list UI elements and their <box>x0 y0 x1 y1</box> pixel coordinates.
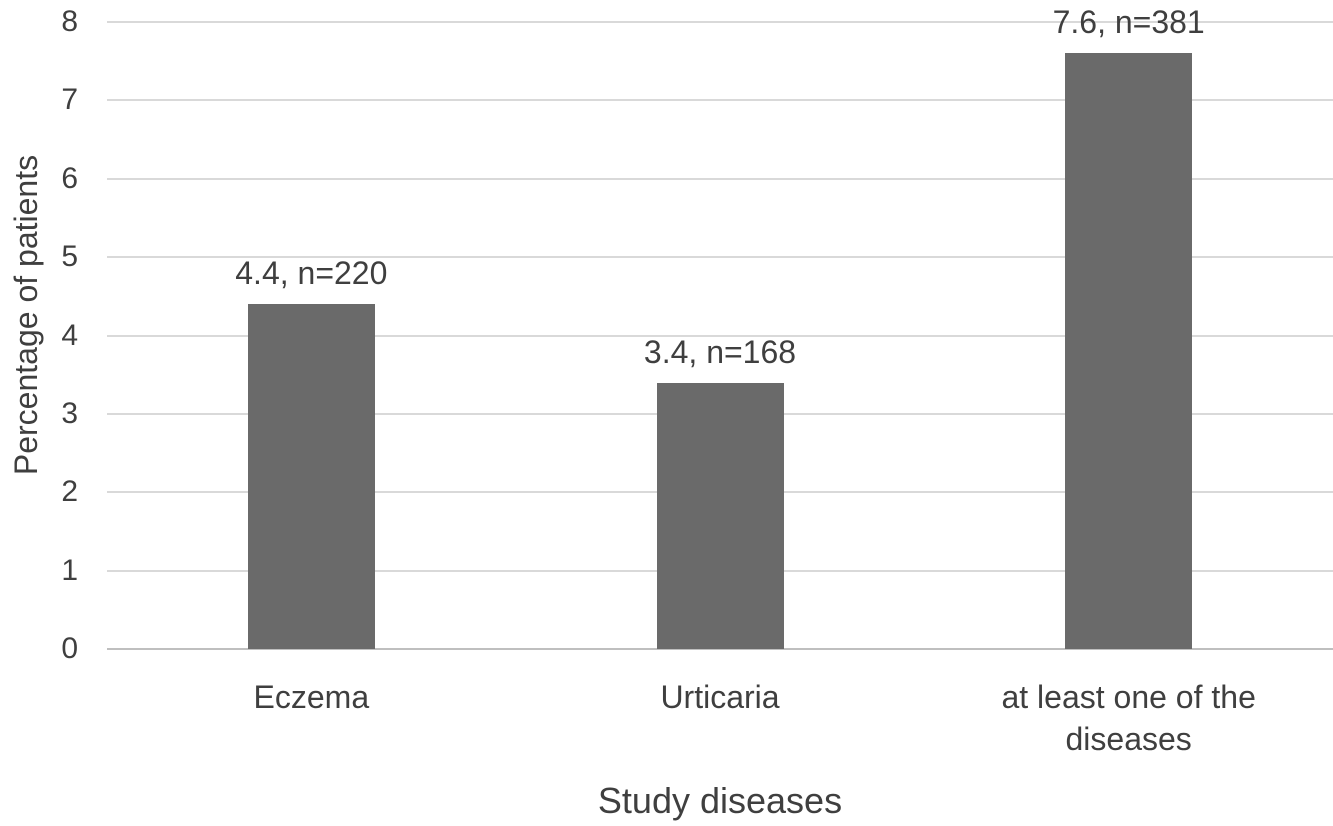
bar-urticaria <box>656 382 784 649</box>
y-gridline <box>107 177 1333 180</box>
x-category-label: at least one of the diseases <box>1001 679 1256 757</box>
y-gridline <box>107 21 1333 23</box>
y-tick-label: 3 <box>61 396 78 430</box>
y-gridline <box>107 256 1333 259</box>
x-axis-baseline <box>107 648 1333 650</box>
y-tick-label: 8 <box>61 5 78 38</box>
bar-eczema <box>247 304 375 649</box>
x-category-label: Eczema <box>253 679 370 715</box>
bar-data-label: 3.4, n=168 <box>643 333 797 370</box>
x-category-label: Urticaria <box>660 679 780 715</box>
y-tick-label: 6 <box>61 161 78 195</box>
bar-at-least-one-of-the-diseases <box>1065 53 1193 649</box>
y-gridline <box>107 334 1333 337</box>
y-tick-label: 0 <box>61 632 78 665</box>
x-axis-title: Study diseases <box>597 780 843 821</box>
y-tick-label: 1 <box>61 553 78 587</box>
y-tick-label: 5 <box>61 240 78 274</box>
y-tick-label: 4 <box>61 318 78 352</box>
y-tick-label: 2 <box>61 475 78 509</box>
bar-data-label: 7.6, n=381 <box>1052 4 1205 41</box>
bar-data-label: 4.4, n=220 <box>235 255 388 292</box>
y-tick-label: 7 <box>61 83 78 117</box>
y-gridline <box>107 99 1333 102</box>
